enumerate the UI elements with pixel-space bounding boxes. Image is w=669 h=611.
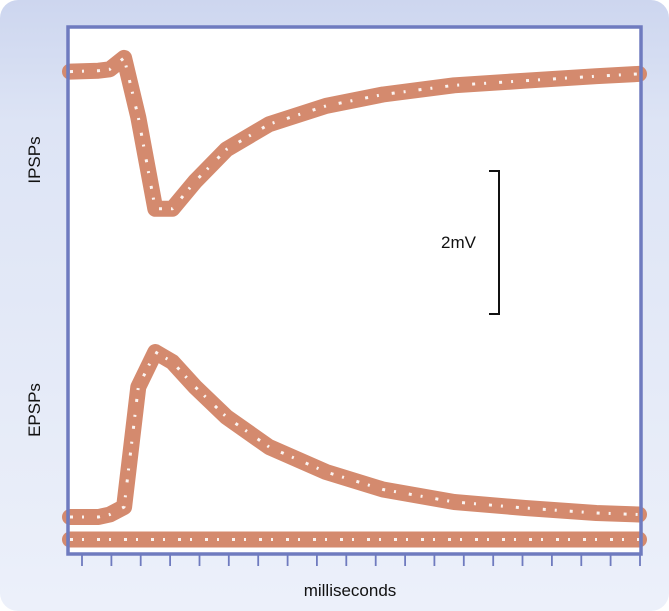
y-label-epsps: EPSPs <box>25 383 44 437</box>
traces-group <box>62 49 647 548</box>
scale-bar-label: 2mV <box>441 233 477 252</box>
scale-bar <box>489 170 500 315</box>
ipsps-trace-1 <box>62 49 647 217</box>
epsps-trace-1-texture <box>70 350 640 519</box>
x-axis-label: milliseconds <box>304 581 397 600</box>
plot-area <box>68 27 641 554</box>
x-ticks <box>81 554 641 566</box>
plot-frame <box>66 25 643 556</box>
y-label-ipsps: IPSPs <box>25 136 44 183</box>
